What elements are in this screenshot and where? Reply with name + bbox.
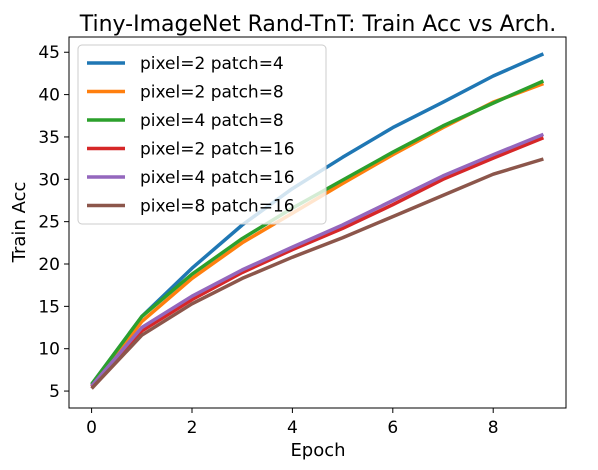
- y-tick-label: 35: [38, 128, 60, 148]
- legend-label: pixel=2 patch=8: [140, 83, 284, 103]
- y-tick-label: 5: [49, 382, 60, 402]
- y-axis: 5 10 15 20 25 30 35 40 45: [38, 43, 69, 402]
- legend-label: pixel=2 patch=4: [140, 54, 284, 74]
- y-tick-label: 15: [38, 297, 60, 317]
- x-tick-label: 8: [488, 418, 499, 438]
- x-axis-label: Epoch: [290, 440, 345, 461]
- y-tick-label: 45: [38, 43, 60, 63]
- y-tick-label: 25: [38, 213, 60, 233]
- y-tick-label: 10: [38, 340, 60, 360]
- legend-box: [77, 44, 327, 225]
- x-tick-label: 4: [287, 418, 298, 438]
- legend-label: pixel=4 patch=8: [140, 111, 284, 131]
- legend-label: pixel=2 patch=16: [140, 140, 295, 160]
- x-tick-label: 0: [86, 418, 97, 438]
- y-tick-label: 30: [38, 170, 60, 190]
- series-line-4: [90, 132, 545, 388]
- x-tick-label: 2: [187, 418, 198, 438]
- chart-title: Tiny-ImageNet Rand-TnT: Train Acc vs Arc…: [79, 12, 557, 37]
- plot-frame: [68, 36, 567, 409]
- series-line-5: [90, 157, 544, 390]
- legend-label: pixel=4 patch=16: [140, 168, 295, 188]
- x-axis: 0 2 4 6 8: [86, 408, 499, 438]
- legend-label: pixel=8 patch=16: [140, 197, 295, 217]
- legend: pixel=2 patch=4 pixel=2 patch=8 pixel=4 pa…: [77, 44, 327, 225]
- y-axis-label: Train Acc: [9, 182, 30, 264]
- y-tick-label: 20: [38, 255, 60, 275]
- y-tick-label: 40: [38, 86, 60, 106]
- series-line-3: [90, 136, 545, 388]
- x-tick-label: 6: [387, 418, 398, 438]
